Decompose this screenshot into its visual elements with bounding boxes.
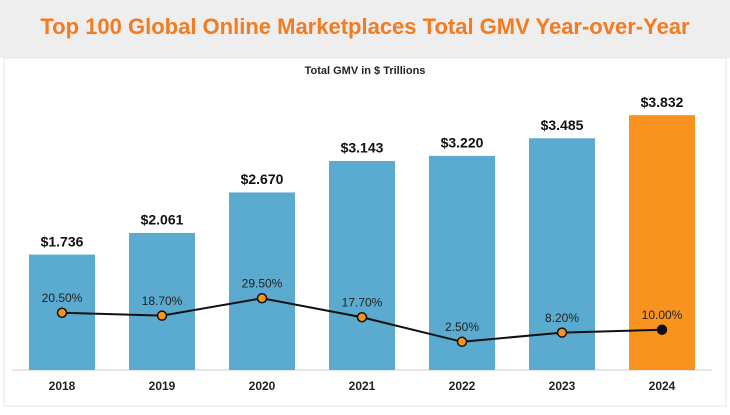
bar: [429, 155, 495, 370]
x-tick-label: 2019: [149, 379, 176, 393]
growth-point: [556, 327, 568, 338]
growth-point: [456, 336, 468, 348]
growth-label: 8.20%: [545, 311, 579, 325]
growth-point: [356, 312, 368, 323]
bar-value-label: $3.832: [641, 94, 684, 110]
bar: [229, 192, 295, 370]
growth-label: 20.50%: [42, 291, 83, 305]
header-band: [0, 0, 730, 58]
x-tick-label: 2020: [249, 379, 276, 393]
growth-label: 2.50%: [445, 320, 479, 334]
x-tick-label: 2022: [449, 379, 476, 393]
growth-point: [656, 324, 668, 335]
x-tick-label: 2021: [349, 379, 376, 393]
chart-title: Top 100 Global Online Marketplaces Total…: [40, 14, 690, 39]
growth-label: 17.70%: [342, 295, 383, 309]
x-tick-label: 2024: [649, 379, 676, 393]
bar-value-label: $1.736: [41, 233, 84, 249]
growth-point: [256, 293, 268, 304]
bar: [129, 232, 195, 370]
x-tick-label: 2018: [49, 379, 76, 393]
chart-subtitle: Total GMV in $ Trillions: [305, 65, 426, 77]
growth-label: 10.00%: [642, 308, 683, 322]
bar-value-label: $2.061: [141, 212, 184, 228]
growth-label: 18.70%: [142, 294, 183, 308]
bar-value-label: $3.143: [341, 140, 384, 156]
bar-value-label: $3.485: [541, 117, 584, 133]
bar-value-label: $2.670: [241, 171, 284, 187]
growth-point: [56, 307, 68, 319]
bar-value-label: $3.220: [441, 135, 484, 151]
growth-label: 29.50%: [242, 276, 283, 290]
x-tick-label: 2023: [549, 379, 576, 393]
growth-point: [156, 310, 168, 321]
bar: [329, 160, 395, 370]
